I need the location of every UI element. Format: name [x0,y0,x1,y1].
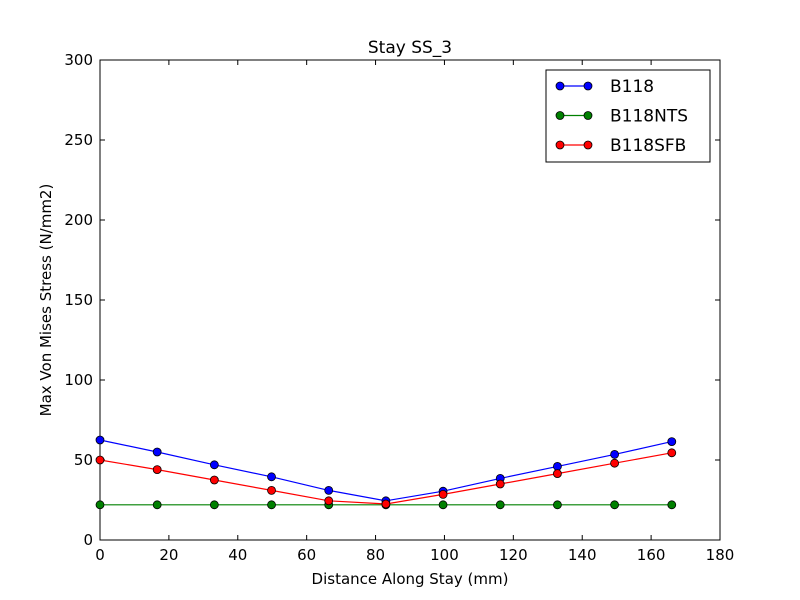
chart-title: Stay SS_3 [368,38,452,58]
data-point [495,479,505,489]
series-b118sfb [95,448,677,509]
legend-marker [583,81,593,91]
data-point [610,458,619,468]
legend-item: B118 [555,77,654,97]
data-point [152,465,162,475]
x-tick-label: 40 [228,546,247,564]
x-tick-label: 180 [706,546,735,564]
y-tick-label: 100 [64,371,93,389]
x-tick-label: 60 [297,546,316,564]
data-point [324,485,334,495]
data-point [438,489,448,499]
data-point [95,455,105,465]
data-point [667,437,677,447]
y-axis-label: Max Von Mises Stress (N/mm2) [37,184,55,417]
y-tick-label: 50 [74,451,93,469]
plot-area: 0 20 40 60 80 100 120 140 160 180 0 50 100 150 200 250 3… [64,51,734,564]
legend-label: B118 [610,77,654,97]
legend-item: B118SFB [555,136,686,156]
x-tick-label: 80 [366,546,385,564]
x-tick-label: 160 [637,546,666,564]
data-point [667,448,677,458]
data-point [267,472,276,482]
y-tick-label: 250 [64,131,93,149]
legend-item: B118NTS [555,107,688,127]
data-point [267,485,276,495]
legend-marker [555,81,565,91]
legend: B118 B118NTS B118SFB [545,69,711,163]
data-point [209,460,219,470]
data-point [610,449,619,459]
y-tick-label: 150 [64,291,93,309]
legend-marker [583,111,593,120]
data-point [438,500,448,510]
data-point [553,461,562,471]
y-tick-label: 200 [64,211,93,229]
data-point [209,475,219,485]
legend-marker [583,140,593,150]
x-axis-label: Distance Along Stay (mm) [312,570,509,588]
data-point [667,500,677,510]
data-point [95,500,105,510]
data-point [152,500,162,510]
x-tick-label: 140 [568,546,597,564]
series-b118 [95,435,677,506]
data-point [495,500,505,510]
x-tick-label: 20 [159,546,178,564]
x-tick-label: 0 [95,546,105,564]
data-point [610,500,619,510]
data-point [152,447,162,457]
x-tick-label: 120 [499,546,528,564]
data-point [381,499,391,509]
series-line [99,439,672,502]
data-point [324,496,334,506]
y-tick-label: 0 [83,531,93,549]
legend-marker [555,140,565,150]
data-point [95,435,105,445]
data-point [553,469,562,479]
data-point [209,500,219,510]
data-point [553,500,562,510]
legend-label: B118NTS [610,107,688,127]
x-tick-label: 100 [430,546,459,564]
legend-marker [555,111,565,120]
legend-label: B118SFB [610,136,686,156]
data-point [267,500,276,510]
y-tick-label: 300 [64,51,93,69]
